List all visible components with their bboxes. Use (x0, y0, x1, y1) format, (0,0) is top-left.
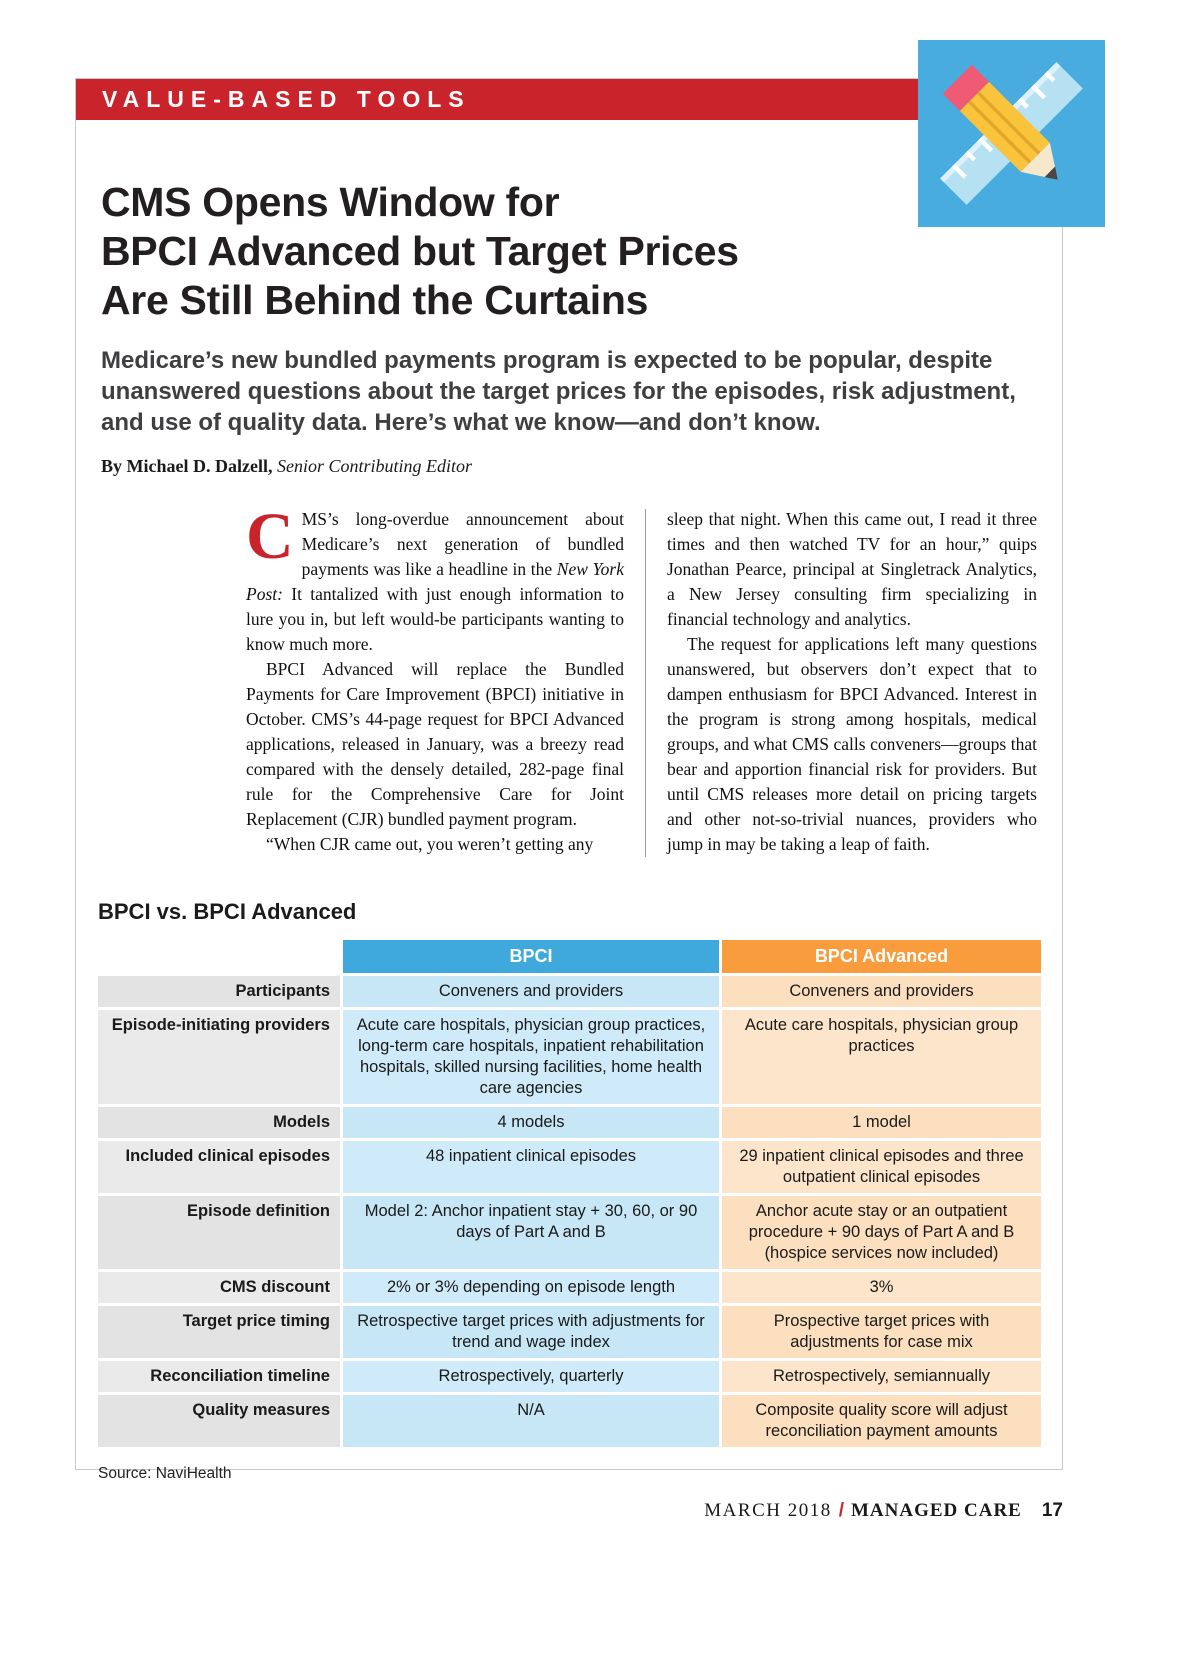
footer-separator: / (838, 1500, 844, 1521)
page-number: 17 (1041, 1500, 1063, 1521)
body-column-1: C MS’s long-overdue announcement about Me… (246, 500, 624, 857)
table-cell-bpci: Acute care hospitals, physician group pr… (343, 1010, 719, 1104)
table-cell-advanced: Composite quality score will adjust reco… (722, 1395, 1041, 1447)
section-banner: VALUE-BASED TOOLS (76, 79, 1062, 120)
byline-author: By Michael D. Dalzell, (101, 456, 273, 476)
comparison-table: BPCI BPCI Advanced Participants Convener… (98, 940, 1041, 1447)
table-row-label: Episode definition (98, 1196, 340, 1269)
table-cell-advanced: Retrospectively, semiannually (722, 1361, 1041, 1392)
article-body: C MS’s long-overdue announcement about Me… (246, 500, 1038, 857)
table-cell-advanced: Conveners and providers (722, 976, 1041, 1007)
article-title-line-1: CMS Opens Window for (101, 179, 560, 225)
table-cell-bpci: 48 inpatient clinical episodes (343, 1141, 719, 1193)
pencil-ruler-icon (918, 40, 1105, 227)
table-row-label: Included clinical episodes (98, 1141, 340, 1193)
table-row-label: Quality measures (98, 1395, 340, 1447)
table-cell-advanced: Anchor acute stay or an outpatient proce… (722, 1196, 1041, 1269)
table-row-label: CMS discount (98, 1272, 340, 1303)
paragraph-3: “When CJR came out, you weren’t getting … (266, 834, 594, 854)
table-row-label: Participants (98, 976, 340, 1007)
issue-date: MARCH 2018 (704, 1500, 832, 1521)
paragraph-5: The request for applications left many q… (667, 634, 1037, 854)
article-title: CMS Opens Window for BPCI Advanced but T… (101, 178, 1062, 325)
table-cell-bpci: Conveners and providers (343, 976, 719, 1007)
table-cell-bpci: N/A (343, 1395, 719, 1447)
table-row-label: Reconciliation timeline (98, 1361, 340, 1392)
table-cell-advanced: Prospective target prices with adjustmen… (722, 1306, 1041, 1358)
table-row-label: Models (98, 1107, 340, 1138)
paragraph-2: BPCI Advanced will replace the Bundled P… (246, 659, 624, 829)
article-title-line-2: BPCI Advanced but Target Prices (101, 228, 739, 274)
table-header-bpci: BPCI (343, 940, 719, 973)
paragraph-1: C MS’s long-overdue announcement about Me… (246, 500, 624, 657)
paragraph-4: sleep that night. When this came out, I … (667, 509, 1037, 629)
body-column-2: sleep that night. When this came out, I … (667, 507, 1037, 857)
table-cell-bpci: Retrospective target prices with adjustm… (343, 1306, 719, 1358)
byline-role: Senior Contributing Editor (276, 456, 472, 476)
paragraph-1-text-end: It tantalized with just enough informati… (246, 584, 624, 654)
paragraph-1-italic: New York Post: (246, 559, 624, 604)
page-footer: MARCH 2018 / MANAGED CARE 17 (704, 1500, 1063, 1522)
table-corner (98, 940, 340, 973)
table-cell-bpci: Retrospectively, quarterly (343, 1361, 719, 1392)
section-banner-label: VALUE-BASED TOOLS (102, 86, 471, 112)
table-row-label: Target price timing (98, 1306, 340, 1358)
drop-cap: C (246, 500, 294, 573)
magazine-name: MANAGED CARE (851, 1500, 1022, 1521)
table-cell-advanced: Acute care hospitals, physician group pr… (722, 1010, 1041, 1104)
table-cell-advanced: 3% (722, 1272, 1041, 1303)
table-heading: BPCI vs. BPCI Advanced (98, 899, 357, 924)
table-cell-advanced: 1 model (722, 1107, 1041, 1138)
article-deck: Medicare’s new bundled payments program … (101, 347, 1016, 436)
content-frame: VALUE-BASED TOOLS CMS Opens Window for B… (75, 78, 1063, 1482)
table-header-bpci-advanced: BPCI Advanced (722, 940, 1041, 973)
table-cell-bpci: 4 models (343, 1107, 719, 1138)
column-divider (645, 509, 646, 857)
table-cell-advanced: 29 inpatient clinical episodes and three… (722, 1141, 1041, 1193)
article-title-line-3: Are Still Behind the Curtains (101, 277, 649, 323)
table-cell-bpci: Model 2: Anchor inpatient stay + 30, 60,… (343, 1196, 719, 1269)
paragraph-1-text: MS’s long-overdue announcement about Med… (301, 509, 624, 579)
table-row-label: Episode-initiating providers (98, 1010, 340, 1104)
byline: By Michael D. Dalzell, Senior Contributi… (101, 456, 1062, 477)
table-cell-bpci: 2% or 3% depending on episode length (343, 1272, 719, 1303)
table-source: Source: NaviHealth (98, 1465, 232, 1482)
